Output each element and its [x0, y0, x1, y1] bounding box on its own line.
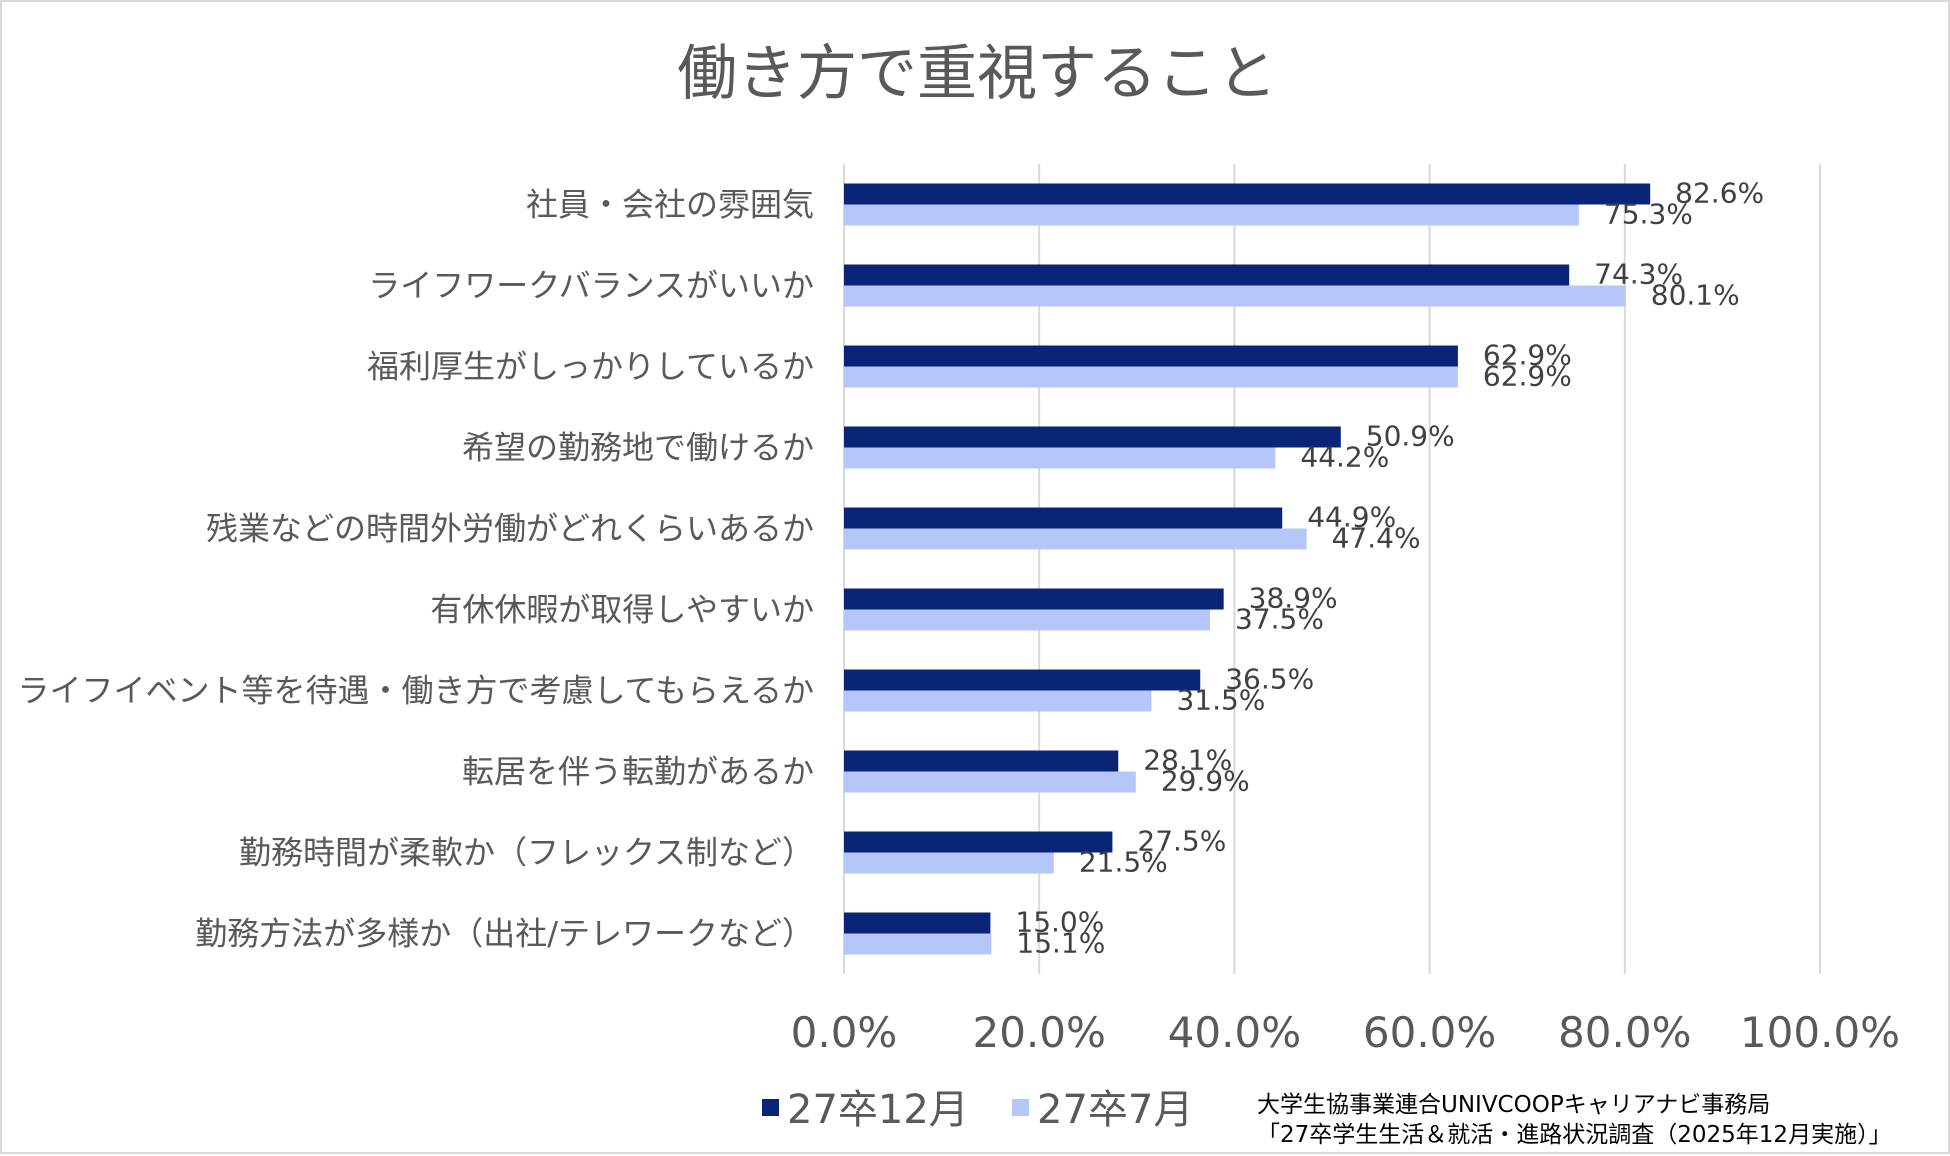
bar — [844, 609, 1210, 631]
data-label: 15.1% — [1016, 927, 1105, 960]
data-label: 62.9% — [1483, 360, 1572, 393]
bar — [844, 447, 1276, 469]
bar — [844, 285, 1626, 307]
value-labels: 82.6%75.3% 74.3%80.1% 62.9%62.9% 50.9%44.2%… — [1015, 177, 1764, 960]
bar — [844, 507, 1283, 529]
category-label: 社員・会社の雰囲気 — [526, 186, 814, 224]
category-label: 福利厚生がしっかりしているか — [367, 348, 814, 386]
data-label: 38.9% — [1249, 582, 1338, 615]
legend-swatch-27-7 — [1012, 1099, 1029, 1116]
x-tick-label: 40.0% — [1168, 1008, 1301, 1057]
bar — [844, 831, 1113, 853]
data-label: 47.4% — [1332, 522, 1421, 555]
category-label: ライフワークバランスがいいか — [368, 267, 814, 305]
x-tick-label: 100.0% — [1740, 1008, 1900, 1057]
bar — [844, 669, 1201, 691]
data-label: 29.9% — [1161, 765, 1250, 798]
data-label: 74.3% — [1594, 258, 1683, 291]
category-label: 希望の勤務地で働けるか — [462, 429, 814, 467]
x-tick-label: 60.0% — [1363, 1008, 1496, 1057]
bar — [844, 933, 992, 955]
bar — [844, 771, 1136, 793]
data-label: 27.5% — [1137, 825, 1226, 858]
data-label: 37.5% — [1235, 603, 1324, 636]
bar — [844, 528, 1307, 550]
x-tick-label: 80.0% — [1558, 1008, 1691, 1057]
bar — [844, 426, 1341, 448]
bar — [844, 264, 1570, 286]
data-label: 15.0% — [1015, 906, 1104, 939]
data-label: 36.5% — [1225, 663, 1314, 696]
legend: 27卒12月 27卒7月 — [762, 1087, 1193, 1133]
data-label: 75.3% — [1604, 198, 1693, 231]
bar — [844, 750, 1119, 772]
source-line-2: 「27卒学生生活＆就活・進路状況調査（2025年12月実施）」 — [1257, 1122, 1892, 1148]
x-axis-ticks: 0.0% 20.0% 40.0% 60.0% 80.0% 100.0% — [791, 1008, 1900, 1057]
bar — [844, 345, 1458, 367]
category-label: 有休休暇が取得しやすいか — [430, 591, 814, 629]
category-labels: 社員・会社の雰囲気ライフワークバランスがいいか福利厚生がしっかりしているか希望の… — [18, 186, 814, 953]
legend-label-27-12: 27卒12月 — [787, 1087, 969, 1133]
legend-swatch-27-12 — [762, 1099, 779, 1116]
bar — [844, 912, 991, 934]
source-line-1: 大学生協事業連合UNIVCOOPキャリアナビ事務局 — [1257, 1092, 1770, 1118]
bar — [844, 204, 1579, 226]
bar — [844, 183, 1651, 205]
data-label: 31.5% — [1176, 684, 1265, 717]
bars — [844, 183, 1651, 955]
data-label: 82.6% — [1675, 177, 1764, 210]
source-note: 大学生協事業連合UNIVCOOPキャリアナビ事務局 「27卒学生生活＆就活・進路… — [1257, 1092, 1892, 1148]
data-label: 44.2% — [1300, 441, 1389, 474]
category-label: 勤務方法が多様か（出社/テレワークなど） — [195, 915, 814, 953]
x-tick-label: 0.0% — [791, 1008, 898, 1057]
data-label: 44.9% — [1307, 501, 1396, 534]
category-label: 勤務時間が柔軟か（フレックス制など） — [239, 834, 814, 872]
chart-title: 働き方で重視すること — [677, 39, 1277, 109]
data-label: 28.1% — [1143, 744, 1232, 777]
category-label: ライフイベント等を待遇・働き方で考慮してもらえるか — [18, 672, 814, 710]
category-label: 転居を伴う転勤があるか — [462, 753, 814, 791]
data-label: 62.9% — [1483, 339, 1572, 372]
data-label: 50.9% — [1366, 420, 1455, 453]
bar — [844, 852, 1054, 874]
data-label: 21.5% — [1079, 846, 1168, 879]
bar — [844, 690, 1152, 712]
x-tick-label: 20.0% — [972, 1008, 1105, 1057]
legend-label-27-7: 27卒7月 — [1037, 1087, 1193, 1133]
data-label: 80.1% — [1651, 279, 1740, 312]
bar — [844, 366, 1458, 388]
bar — [844, 588, 1224, 610]
category-label: 残業などの時間外労働がどれくらいあるか — [206, 510, 814, 548]
